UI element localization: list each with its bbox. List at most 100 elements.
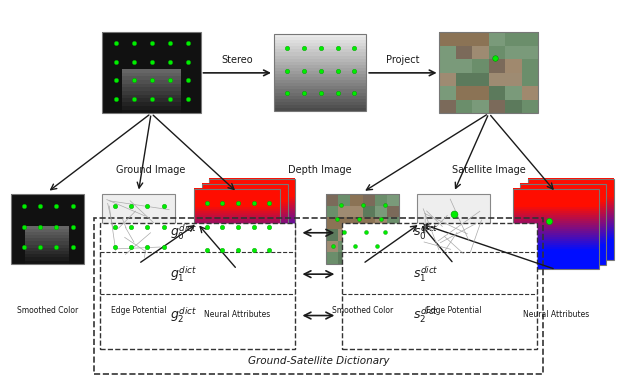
Bar bbox=[209, 229, 296, 231]
Bar bbox=[520, 254, 607, 257]
Bar bbox=[274, 49, 366, 53]
Bar bbox=[528, 221, 614, 223]
Bar bbox=[122, 95, 180, 99]
Bar bbox=[520, 189, 607, 192]
Bar bbox=[528, 186, 614, 189]
Bar bbox=[202, 211, 288, 214]
Bar bbox=[194, 243, 280, 245]
Bar bbox=[202, 241, 288, 244]
Bar bbox=[202, 201, 288, 204]
Bar bbox=[194, 214, 280, 217]
Bar bbox=[513, 238, 599, 241]
Bar bbox=[440, 33, 538, 113]
Bar bbox=[520, 247, 607, 251]
Bar bbox=[456, 45, 473, 60]
Bar bbox=[202, 256, 288, 258]
Bar bbox=[202, 246, 288, 248]
Bar bbox=[489, 59, 506, 73]
Bar bbox=[326, 194, 339, 206]
Bar bbox=[122, 91, 180, 95]
Bar bbox=[202, 223, 288, 226]
Bar bbox=[202, 227, 288, 230]
Bar bbox=[122, 69, 180, 72]
Bar bbox=[506, 72, 522, 86]
Bar bbox=[528, 253, 614, 255]
Bar bbox=[209, 194, 296, 197]
Bar bbox=[440, 86, 456, 100]
Bar bbox=[520, 184, 607, 265]
Bar bbox=[209, 235, 296, 237]
Bar bbox=[202, 203, 288, 206]
Bar bbox=[94, 218, 543, 374]
Bar bbox=[520, 238, 607, 240]
Text: $s_0^{dict}$: $s_0^{dict}$ bbox=[413, 223, 438, 243]
Bar bbox=[351, 205, 364, 218]
Bar bbox=[520, 209, 607, 212]
Bar bbox=[528, 210, 614, 213]
Bar bbox=[209, 222, 296, 225]
Bar bbox=[520, 233, 607, 236]
Bar bbox=[274, 92, 366, 96]
Bar bbox=[513, 257, 599, 259]
Bar bbox=[528, 216, 614, 219]
Bar bbox=[351, 240, 364, 252]
Bar bbox=[520, 197, 607, 200]
Bar bbox=[26, 261, 69, 264]
Bar bbox=[513, 251, 599, 253]
Bar bbox=[520, 252, 607, 254]
Bar bbox=[274, 68, 366, 71]
Bar bbox=[209, 206, 296, 209]
Bar bbox=[528, 230, 614, 233]
Bar bbox=[202, 244, 288, 246]
Bar bbox=[209, 188, 296, 191]
Bar bbox=[528, 208, 614, 211]
Bar bbox=[513, 246, 599, 249]
Bar bbox=[520, 223, 607, 226]
Bar bbox=[202, 226, 288, 228]
Bar bbox=[513, 196, 599, 199]
Bar bbox=[351, 252, 364, 264]
Bar bbox=[520, 213, 607, 216]
Bar bbox=[202, 235, 288, 238]
Bar bbox=[513, 208, 599, 211]
Bar bbox=[528, 222, 614, 225]
Bar bbox=[209, 245, 296, 247]
Bar bbox=[522, 99, 539, 113]
Bar bbox=[472, 32, 490, 46]
Bar bbox=[202, 232, 288, 234]
Bar bbox=[520, 226, 607, 228]
Bar bbox=[274, 40, 366, 44]
Bar bbox=[26, 257, 69, 261]
Bar bbox=[513, 222, 599, 225]
Bar bbox=[326, 205, 339, 218]
Bar bbox=[274, 52, 366, 56]
Bar bbox=[26, 232, 69, 235]
Bar bbox=[209, 241, 296, 243]
Bar bbox=[387, 229, 400, 241]
Bar bbox=[528, 229, 614, 231]
Bar bbox=[194, 263, 280, 265]
Bar bbox=[194, 238, 280, 241]
Bar bbox=[194, 204, 280, 207]
Bar bbox=[26, 248, 69, 251]
Bar bbox=[209, 218, 296, 221]
Bar bbox=[202, 209, 288, 212]
Bar bbox=[520, 195, 607, 198]
Bar bbox=[274, 43, 366, 47]
Text: Edge Potential: Edge Potential bbox=[111, 306, 166, 315]
Bar bbox=[351, 194, 364, 206]
Bar bbox=[520, 205, 607, 208]
Bar bbox=[26, 226, 69, 229]
Bar bbox=[520, 183, 607, 186]
Bar bbox=[513, 192, 599, 195]
Bar bbox=[363, 194, 376, 206]
Bar bbox=[489, 72, 506, 86]
Bar bbox=[513, 202, 599, 205]
Bar bbox=[194, 212, 280, 215]
Bar bbox=[472, 99, 490, 113]
Bar bbox=[202, 205, 288, 208]
Bar bbox=[375, 194, 388, 206]
Bar bbox=[274, 108, 366, 111]
Bar bbox=[522, 32, 539, 46]
Bar bbox=[417, 194, 490, 264]
